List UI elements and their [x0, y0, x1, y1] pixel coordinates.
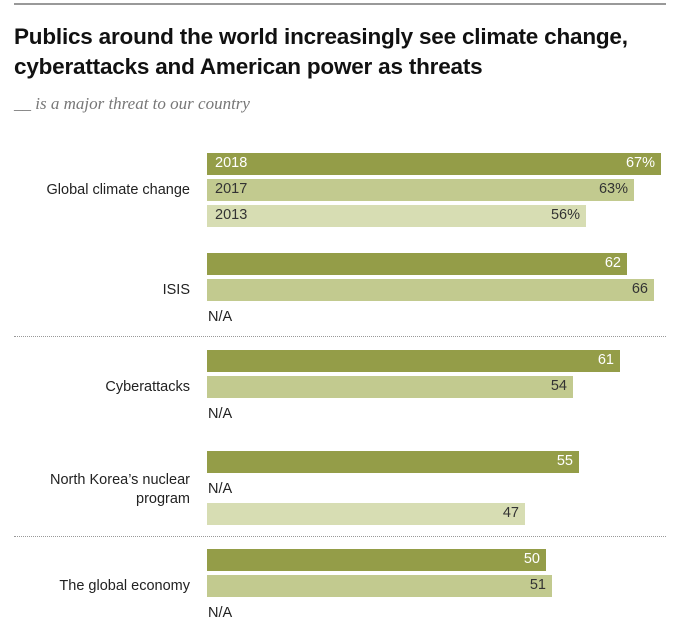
data-label: 54: [550, 378, 567, 394]
data-label: 51: [529, 577, 546, 593]
bar-2018: 61: [207, 350, 620, 372]
data-label: 47: [502, 505, 519, 521]
bar-2018: 62: [207, 253, 627, 275]
na-label: N/A: [208, 481, 233, 497]
category-label: Cyberattacks: [105, 379, 190, 395]
bar-2017: 66: [207, 279, 654, 301]
category-label: Global climate change: [46, 182, 190, 198]
data-label: 55: [556, 453, 573, 469]
chart-subtitle: __ is a major threat to our country: [14, 94, 250, 113]
data-label: 50: [523, 551, 540, 567]
data-label: 61: [597, 352, 614, 368]
na-label: N/A: [208, 406, 233, 422]
category-label: ISIS: [162, 282, 190, 298]
category-label: North Korea’s nuclear program: [50, 472, 190, 507]
bar-2013: 2013 56%: [207, 205, 586, 227]
bar-2018: 2018 67%: [207, 153, 661, 175]
bar-2018: 50: [207, 549, 546, 571]
section-divider: [14, 336, 666, 337]
bar-2017: 2017 63%: [207, 179, 634, 201]
year-label: 2017: [215, 181, 248, 197]
data-label: 67%: [625, 155, 655, 171]
year-label: 2013: [215, 207, 248, 223]
top-rule: [14, 3, 666, 5]
na-label: N/A: [208, 605, 233, 621]
data-label: 63%: [598, 181, 628, 197]
data-label: 62: [604, 255, 621, 271]
category-label: The global economy: [59, 578, 190, 594]
section-divider: [14, 536, 666, 537]
chart-title: Publics around the world increasingly se…: [14, 24, 628, 79]
data-label: 66: [631, 281, 648, 297]
bar-2017: 54: [207, 376, 573, 398]
year-label: 2018: [215, 155, 248, 171]
bar-2013: 47: [207, 503, 525, 525]
na-label: N/A: [208, 309, 233, 325]
bar-2018: 55: [207, 451, 579, 473]
data-label: 56%: [550, 207, 580, 223]
bar-2017: 51: [207, 575, 552, 597]
